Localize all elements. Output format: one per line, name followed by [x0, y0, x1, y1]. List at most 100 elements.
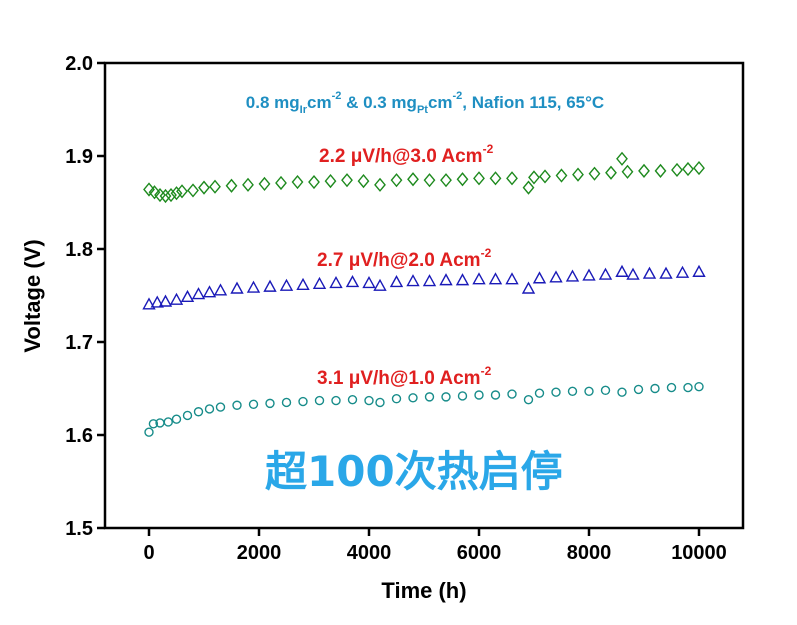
- data-point: [341, 173, 353, 188]
- data-point: [390, 173, 403, 188]
- data-point: [582, 268, 596, 281]
- data-point: [521, 281, 536, 294]
- data-point: [489, 171, 502, 186]
- data-point: [457, 391, 468, 401]
- data-point: [671, 162, 683, 178]
- data-point: [555, 168, 568, 183]
- data-point: [642, 266, 657, 279]
- data-point: [258, 176, 271, 191]
- data-point: [588, 166, 601, 181]
- data-point: [650, 383, 660, 394]
- x-tick-label: 8000: [567, 542, 612, 564]
- data-point: [159, 188, 172, 204]
- data-point: [675, 265, 690, 278]
- y-axis-label: Voltage (V): [20, 239, 45, 352]
- data-point: [324, 174, 337, 189]
- data-point: [423, 173, 436, 188]
- series-diamond: [143, 151, 705, 204]
- data-point: [347, 394, 358, 405]
- data-point: [507, 389, 517, 399]
- data-point: [567, 386, 578, 396]
- series-blue-annotation: 2.7 μV/h@2.0 Acm-2: [317, 246, 492, 271]
- x-tick-label: 4000: [347, 542, 392, 564]
- data-point: [148, 185, 161, 200]
- data-point: [616, 151, 628, 166]
- data-point: [225, 178, 238, 193]
- y-tick-label: 1.9: [65, 146, 93, 168]
- data-point: [456, 172, 469, 187]
- data-point: [539, 169, 551, 184]
- data-point: [329, 275, 343, 289]
- data-point: [584, 386, 594, 396]
- series-circle: [144, 381, 704, 437]
- data-point: [572, 167, 584, 182]
- data-point: [170, 186, 183, 201]
- data-point: [232, 400, 242, 410]
- data-point: [598, 267, 613, 280]
- data-point: [455, 273, 470, 286]
- data-point: [144, 427, 154, 437]
- data-point: [298, 396, 308, 407]
- data-point: [275, 175, 287, 191]
- data-point: [473, 171, 485, 186]
- chinese-label: 超100次热启停: [265, 447, 563, 496]
- data-point: [230, 281, 244, 294]
- data-point: [209, 179, 221, 194]
- data-point: [193, 407, 204, 417]
- y-tick-label: 1.5: [65, 518, 93, 540]
- data-point: [308, 174, 320, 190]
- data-point: [638, 163, 650, 178]
- data-point: [666, 382, 677, 393]
- data-point: [158, 294, 173, 307]
- data-point: [180, 289, 195, 303]
- data-point: [312, 276, 327, 290]
- data-point: [406, 274, 420, 287]
- x-tick-label: 10000: [671, 542, 727, 564]
- data-point: [534, 388, 545, 398]
- data-point: [191, 287, 206, 300]
- data-point: [148, 419, 159, 429]
- data-point: [440, 173, 452, 188]
- plot-frame: [103, 61, 745, 530]
- data-point: [171, 414, 182, 424]
- series-green-annotation: 2.2 μV/h@3.0 Acm-2: [319, 142, 494, 167]
- data-point: [522, 180, 535, 195]
- data-point: [331, 395, 341, 406]
- data-point: [549, 270, 563, 283]
- data-point: [291, 174, 304, 190]
- data-point: [617, 387, 627, 397]
- x-axis-label: Time (h): [381, 578, 466, 603]
- series-teal-annotation: 3.1 μV/h@1.0 Acm-2: [317, 364, 492, 389]
- data-point: [176, 184, 188, 199]
- data-point: [296, 277, 310, 290]
- data-point: [213, 283, 228, 296]
- x-axis: 0 2000 4000 6000 8000 10000: [143, 528, 727, 564]
- data-point: [142, 297, 156, 310]
- x-tick-label: 2000: [237, 542, 282, 564]
- data-point: [600, 385, 611, 396]
- data-point: [659, 266, 673, 279]
- condition-label: 0.8 mgIrcm-2 & 0.3 mgPtcm-2, Nafion 115,…: [246, 90, 604, 116]
- data-point: [375, 397, 385, 408]
- data-point: [248, 399, 259, 410]
- data-point: [265, 398, 275, 409]
- data-point: [215, 402, 226, 412]
- data-point: [682, 161, 694, 177]
- data-point: [362, 275, 376, 289]
- data-point: [424, 392, 435, 402]
- data-point: [551, 387, 561, 397]
- data-point: [150, 295, 164, 308]
- y-tick-label: 2.0: [65, 53, 93, 75]
- x-tick-label: 6000: [457, 542, 502, 564]
- data-point: [169, 292, 184, 305]
- data-point: [439, 273, 453, 286]
- data-point: [488, 272, 503, 285]
- y-tick-label: 1.6: [65, 425, 93, 447]
- data-point: [407, 172, 419, 187]
- data-point: [532, 271, 547, 284]
- data-point: [279, 278, 294, 291]
- data-point: [357, 174, 370, 189]
- data-point: [187, 183, 199, 198]
- y-axis: 1.5 1.6 1.7 1.8 1.9 2.0: [65, 53, 105, 540]
